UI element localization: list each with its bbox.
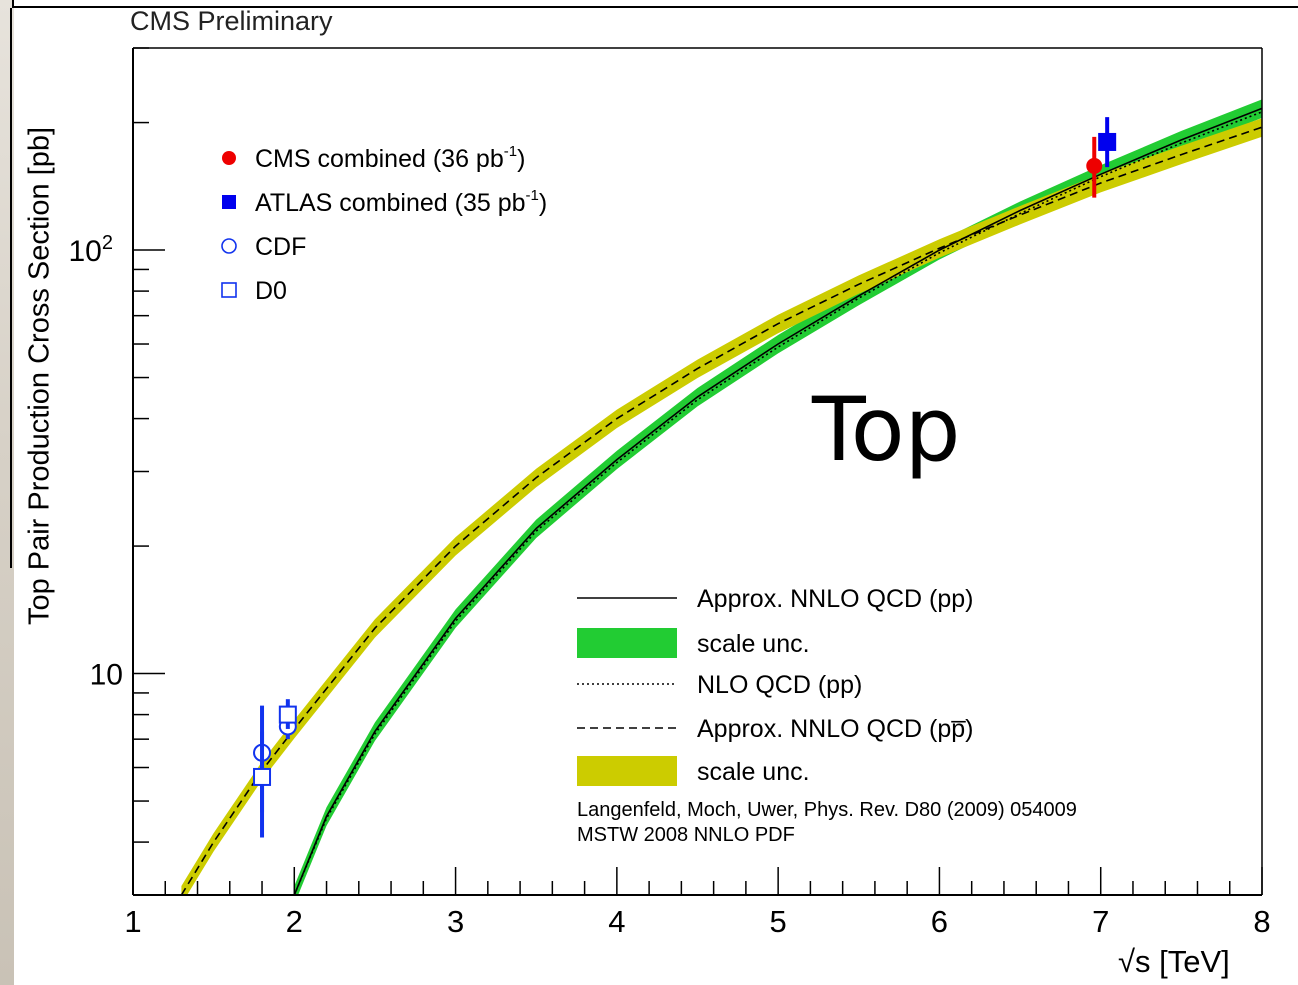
legend-line-label: scale unc. (697, 630, 810, 658)
legend-line-label: Approx. NNLO QCD (pp) (697, 585, 973, 613)
curve-dotted (293, 111, 1262, 895)
x-tick-label: 8 (1253, 904, 1270, 939)
legend-swatch-green-band (577, 628, 677, 658)
legend-label: CMS combined (36 pb-1) (255, 143, 525, 173)
axes: 1 2 3 4 5 6 7 8 10 102 (69, 47, 1271, 939)
x-tick-label: 4 (608, 904, 625, 939)
theory-curves (180, 107, 1262, 895)
marker (253, 767, 272, 786)
legend-line-label: NLO QCD (pp) (697, 671, 862, 699)
legend-line-label: Approx. NNLO QCD (pp̅) (697, 715, 973, 743)
reference-text: MSTW 2008 NNLO PDF (577, 824, 795, 846)
y-tick-label: 102 (69, 232, 114, 268)
overlapping-window-frame (0, 8, 12, 568)
measurement-points (253, 117, 1117, 838)
annotation-top: Top (812, 378, 961, 481)
overlapping-window-edge (12, 0, 1298, 8)
legend-line-label: scale unc. (697, 758, 810, 786)
marker (278, 705, 297, 724)
data-point-open-square (253, 731, 272, 838)
reference-text: Langenfeld, Moch, Uwer, Phys. Rev. D80 (… (577, 799, 1077, 821)
data-point-filled-square (1098, 117, 1117, 168)
header-label: CMS Preliminary (130, 6, 333, 36)
legend-marker-cms (222, 151, 236, 165)
legend-marker-atlas (222, 195, 236, 209)
legend-marker-cdf (221, 238, 237, 254)
curve-dashed (180, 126, 1262, 895)
data-point-filled-circle (1086, 136, 1103, 198)
curve-solid (293, 107, 1262, 895)
legend-label: CDF (255, 233, 306, 261)
y-axis-label: Top Pair Production Cross Section [pb] (23, 126, 56, 626)
y-tick-label: 10 (90, 659, 123, 692)
legend: CMS combined (36 pb-1) ATLAS combined (35… (221, 143, 1077, 846)
x-tick-label: 7 (1092, 904, 1109, 939)
legend-swatch-yellow-band (577, 756, 677, 786)
legend-label: ATLAS combined (35 pb-1) (255, 187, 547, 217)
x-tick-label: 5 (770, 904, 787, 939)
marker (1098, 132, 1117, 151)
x-tick-label: 2 (286, 904, 303, 939)
data-point-open-square (278, 699, 297, 729)
x-tick-label: 1 (124, 904, 141, 939)
x-axis-label: √s [TeV] (1118, 944, 1230, 979)
x-tick-label: 3 (447, 904, 464, 939)
marker (1086, 157, 1103, 174)
legend-marker-d0 (221, 282, 237, 298)
legend-label: D0 (255, 277, 287, 305)
x-tick-label: 6 (931, 904, 948, 939)
